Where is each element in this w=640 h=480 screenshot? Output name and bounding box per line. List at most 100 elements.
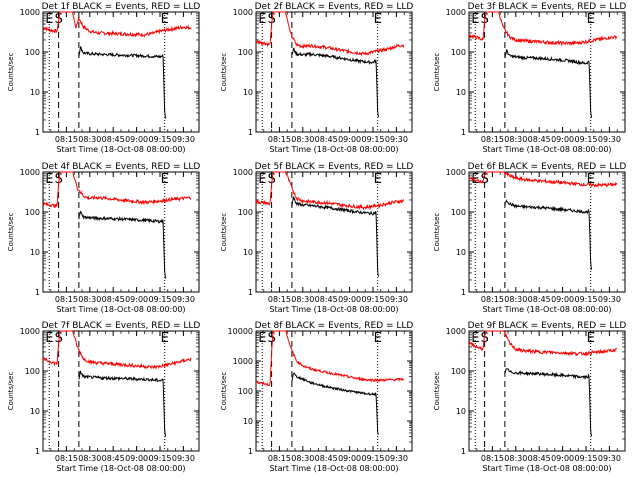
- panel-title: Det 5f BLACK = Events, RED = LLD: [255, 162, 414, 172]
- time-marker-label: E: [45, 12, 53, 27]
- y-tick-label: 10: [30, 407, 40, 416]
- events-series-line: [78, 370, 167, 437]
- x-tick-label: 08:15: [481, 295, 504, 304]
- x-tick-label: 08:45: [528, 454, 551, 463]
- plot-frame: [468, 330, 626, 452]
- y-tick-label: 100: [25, 208, 40, 217]
- x-tick-label: 09:15: [148, 135, 171, 144]
- x-tick-label: 09:30: [598, 295, 621, 304]
- y-tick-label: 1: [35, 128, 40, 137]
- y-tick-label: 1000: [20, 8, 40, 17]
- x-tick-label: 08:45: [528, 135, 551, 144]
- y-tick-label: 100: [451, 367, 466, 376]
- y-tick-label: 1: [461, 128, 466, 137]
- events-series-line: [504, 199, 593, 270]
- y-tick-label: 10: [30, 88, 40, 97]
- x-tick-label: 08:15: [55, 135, 78, 144]
- y-tick-label: 10: [243, 248, 253, 257]
- x-tick-label: 08:15: [481, 454, 504, 463]
- panel-det-8f: Det 8f BLACK = Events, RED = LLD 1 10 100 10…: [220, 321, 413, 473]
- panel-det-3f: Det 3f BLACK = Events, RED = LLD 1 10 100 10…: [433, 2, 626, 154]
- plot-frame: [255, 11, 413, 133]
- y-tick-label: 100: [451, 208, 466, 217]
- time-marker-label: E: [161, 331, 169, 346]
- y-tick-label: 1: [35, 288, 40, 297]
- time-marker-label: E: [471, 172, 479, 187]
- panel-det-6f: Det 6f BLACK = Events, RED = LLD 1 10 100 10…: [433, 162, 626, 314]
- plot-frame: [255, 330, 413, 452]
- x-tick-label: 09:15: [574, 454, 597, 463]
- panel-title: Det 8f BLACK = Events, RED = LLD: [255, 321, 414, 331]
- x-tick-label: 09:15: [361, 135, 384, 144]
- panel-det-4f: Det 4f BLACK = Events, RED = LLD 1 10 100 10…: [7, 162, 200, 314]
- y-tick-label: 100: [238, 387, 253, 396]
- x-tick-label: 08:45: [315, 454, 338, 463]
- y-axis-label: Counts/sec: [433, 372, 441, 411]
- x-tick-label: 08:15: [268, 454, 291, 463]
- y-axis-label: Counts/sec: [220, 372, 228, 411]
- x-axis-label: Start Time (18-Oct-08 08:00:00): [482, 305, 611, 314]
- y-tick-label: 1000: [446, 168, 466, 177]
- panel-title: Det 4f BLACK = Events, RED = LLD: [42, 162, 201, 172]
- time-marker-label: E: [374, 12, 382, 27]
- events-series-line: [291, 47, 380, 118]
- x-tick-label: 08:30: [291, 295, 314, 304]
- y-axis-label: Counts/sec: [220, 213, 228, 252]
- y-axis-label: Counts/sec: [7, 53, 15, 92]
- panel-title: Det 6f BLACK = Events, RED = LLD: [468, 162, 627, 172]
- x-axis-label: Start Time (18-Oct-08 08:00:00): [56, 305, 185, 314]
- time-marker-label: E: [374, 172, 382, 187]
- y-tick-label: 1000: [446, 327, 466, 336]
- plot-frame: [42, 11, 200, 133]
- time-marker-label: E: [45, 331, 53, 346]
- y-tick-label: 100: [25, 48, 40, 57]
- events-series-line: [78, 45, 167, 119]
- y-tick-label: 1: [35, 447, 40, 456]
- lld-series-line: [468, 330, 618, 357]
- x-tick-label: 09:00: [125, 295, 148, 304]
- x-tick-label: 08:45: [528, 295, 551, 304]
- time-marker-label: E: [471, 12, 479, 27]
- panel-det-1f: Det 1f BLACK = Events, RED = LLD 1 10 100 10…: [7, 2, 200, 154]
- x-tick-label: 09:30: [172, 135, 195, 144]
- x-tick-label: 09:30: [598, 454, 621, 463]
- x-tick-label: 08:30: [78, 454, 101, 463]
- x-axis-label: Start Time (18-Oct-08 08:00:00): [482, 145, 611, 154]
- time-marker-label: E: [374, 331, 382, 346]
- x-tick-label: 09:15: [361, 454, 384, 463]
- y-tick-label: 100: [238, 48, 253, 57]
- x-tick-label: 08:30: [291, 454, 314, 463]
- y-axis-label: Counts/sec: [433, 53, 441, 92]
- events-series-line: [504, 49, 593, 118]
- panel-title: Det 2f BLACK = Events, RED = LLD: [255, 2, 414, 12]
- y-tick-label: 10: [243, 88, 253, 97]
- y-tick-label: 10: [456, 407, 466, 416]
- lld-series-line: [255, 171, 405, 211]
- y-tick-label: 100: [238, 208, 253, 217]
- time-marker-label: E: [258, 172, 266, 187]
- x-axis-label: Start Time (18-Oct-08 08:00:00): [56, 145, 185, 154]
- x-tick-label: 09:15: [148, 295, 171, 304]
- x-tick-label: 09:00: [551, 135, 574, 144]
- x-tick-label: 09:30: [598, 135, 621, 144]
- panel-det-9f: Det 9f BLACK = Events, RED = LLD 1 10 100 10…: [433, 321, 626, 473]
- events-series-line: [291, 196, 380, 277]
- x-tick-label: 08:30: [504, 135, 527, 144]
- panel-title: Det 7f BLACK = Events, RED = LLD: [42, 321, 201, 331]
- time-marker-label: E: [587, 12, 595, 27]
- time-marker-label: S: [481, 172, 489, 187]
- y-tick-label: 1000: [20, 168, 40, 177]
- y-tick-label: 1: [248, 128, 253, 137]
- y-tick-label: 1: [461, 288, 466, 297]
- x-tick-label: 08:30: [78, 135, 101, 144]
- x-tick-label: 08:45: [102, 295, 125, 304]
- time-marker-label: E: [471, 331, 479, 346]
- x-tick-label: 09:00: [338, 454, 361, 463]
- x-tick-label: 08:45: [315, 135, 338, 144]
- x-tick-label: 08:30: [78, 295, 101, 304]
- x-tick-label: 09:30: [385, 454, 408, 463]
- x-tick-label: 09:30: [385, 135, 408, 144]
- x-tick-label: 08:15: [481, 135, 504, 144]
- events-series-line: [291, 372, 379, 435]
- x-tick-label: 08:45: [102, 135, 125, 144]
